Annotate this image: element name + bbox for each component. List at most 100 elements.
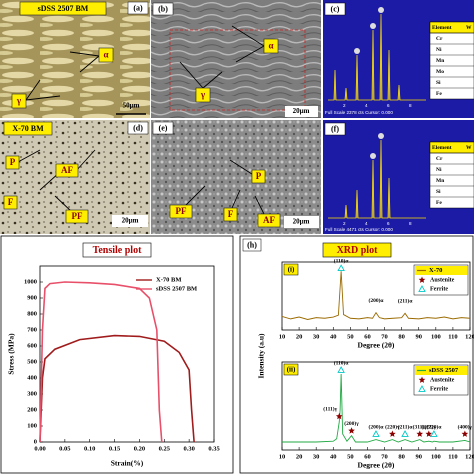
label-box [152, 121, 174, 135]
peak-marker [378, 7, 384, 13]
scale-label: 20µm [293, 218, 310, 226]
x-tick-label: 100 [431, 453, 441, 460]
label-box [127, 121, 149, 135]
scale-label: 50µm [123, 102, 140, 110]
annotation: γ [200, 90, 206, 100]
table-cell: Fe [436, 200, 442, 206]
table [429, 21, 474, 100]
table-cell: Mn [436, 178, 444, 184]
scale-label: 20µm [293, 107, 310, 115]
series-line [39, 334, 195, 443]
arrow [254, 195, 266, 217]
legend-marker [418, 385, 426, 392]
table-cell: Si [436, 80, 441, 86]
table-cell: Mn [436, 58, 444, 64]
x-tick-label: 60 [364, 453, 371, 460]
arrow [54, 195, 73, 213]
panel-label: (f) [331, 124, 339, 133]
arrow [231, 25, 265, 47]
panel-d: X-70 BM (d) P AF F PF 20µm [0, 120, 150, 234]
peak-label: (200)α [369, 423, 385, 430]
panel-label: (c) [331, 4, 340, 13]
x-tick-label: 0.05 [59, 445, 71, 452]
y-tick-label: 600 [27, 342, 37, 349]
legend-label: Austenite [430, 277, 455, 283]
tick-label: 2 [343, 103, 346, 108]
subplot-label: (ii) [287, 366, 296, 374]
annotation-box [55, 163, 79, 178]
label-box [324, 122, 346, 136]
tick-label: 8 [409, 221, 412, 226]
table-header: W [466, 145, 472, 151]
annotation: F [228, 209, 234, 219]
peak-label: (200)α [369, 297, 385, 304]
x-tick-label: 50 [347, 333, 354, 340]
x-tick-label: 0.30 [183, 445, 194, 452]
table-header: W [466, 25, 472, 31]
peak-marker [378, 133, 384, 139]
label-box [324, 2, 346, 16]
annotation: AF [61, 165, 73, 175]
table-cell: Si [436, 189, 441, 195]
y-tick-label: 800 [27, 310, 37, 317]
x-tick-label: 80 [398, 333, 405, 340]
legend-marker [418, 285, 426, 292]
panel-label: (d) [133, 123, 143, 132]
peak-label: (220)α [426, 423, 442, 430]
annotation-box [5, 155, 20, 170]
peak-label: (222)γ [422, 423, 437, 430]
spectrum [328, 139, 426, 219]
subplot-box [283, 363, 299, 376]
x-tick-label: 110 [448, 453, 457, 460]
spectrum [328, 13, 426, 101]
peak-label: (110)α [334, 359, 350, 366]
panel-label: (h) [247, 240, 257, 249]
charts: Tensile plot 0.00 0.05 0.10 0.15 0.20 0.25 0.30… [7, 238, 474, 470]
y-tick-label: 300 [27, 390, 37, 397]
annotation-box [257, 213, 281, 228]
region [169, 29, 306, 111]
x-tick-label: 20 [296, 453, 303, 460]
peak-marker [389, 430, 396, 437]
legend-series-bg [415, 266, 467, 275]
peak-marker [401, 430, 409, 437]
annotation-box [3, 195, 18, 210]
annotation-box [223, 207, 238, 222]
chart-frame [239, 235, 474, 474]
table-header: Element [432, 25, 452, 31]
peak-marker [335, 412, 343, 420]
y-tick-label: 200 [27, 406, 37, 413]
peak-marker [370, 23, 376, 29]
scale-label: 20µm [122, 217, 139, 225]
series-line [39, 281, 163, 443]
label-box [127, 1, 149, 15]
tick-label: 6 [387, 221, 390, 226]
annotation-box [169, 204, 193, 219]
arrow [25, 79, 41, 101]
x-tick-label: 0.10 [84, 445, 95, 452]
x-axis-label: Strain(%) [111, 459, 144, 468]
title-box [3, 121, 53, 136]
panel-f: (f) Element W Cr Ni Mn Si Fe 2 4 6 8 Full Scal… [323, 120, 474, 234]
peak-marker [337, 366, 345, 373]
arrow [79, 55, 100, 73]
y-tick-label: 1000 [24, 278, 37, 285]
table-cell: Fe [436, 91, 442, 97]
annotation: PF [72, 211, 83, 221]
panel-title: sDSS 2507 BM [38, 4, 89, 13]
panel-label: (b) [158, 4, 168, 13]
chart-title: XRD plot [337, 245, 379, 256]
tick-label: 2 [343, 221, 346, 226]
x-tick-label: 70 [381, 453, 388, 460]
label-box [152, 2, 174, 16]
x-tick-label: 0.15 [109, 445, 121, 452]
title-box [322, 242, 392, 258]
x-tick-label: 40 [330, 333, 337, 340]
legend-label: Ferrite [430, 286, 448, 292]
x-tick-label: 50 [347, 453, 354, 460]
x-tick-label: 120 [465, 333, 474, 340]
y-tick-label: 400 [27, 374, 37, 381]
y-tick-label: 500 [27, 358, 37, 365]
peak-marker [372, 430, 380, 437]
peak-label: (220)γ [385, 423, 400, 430]
